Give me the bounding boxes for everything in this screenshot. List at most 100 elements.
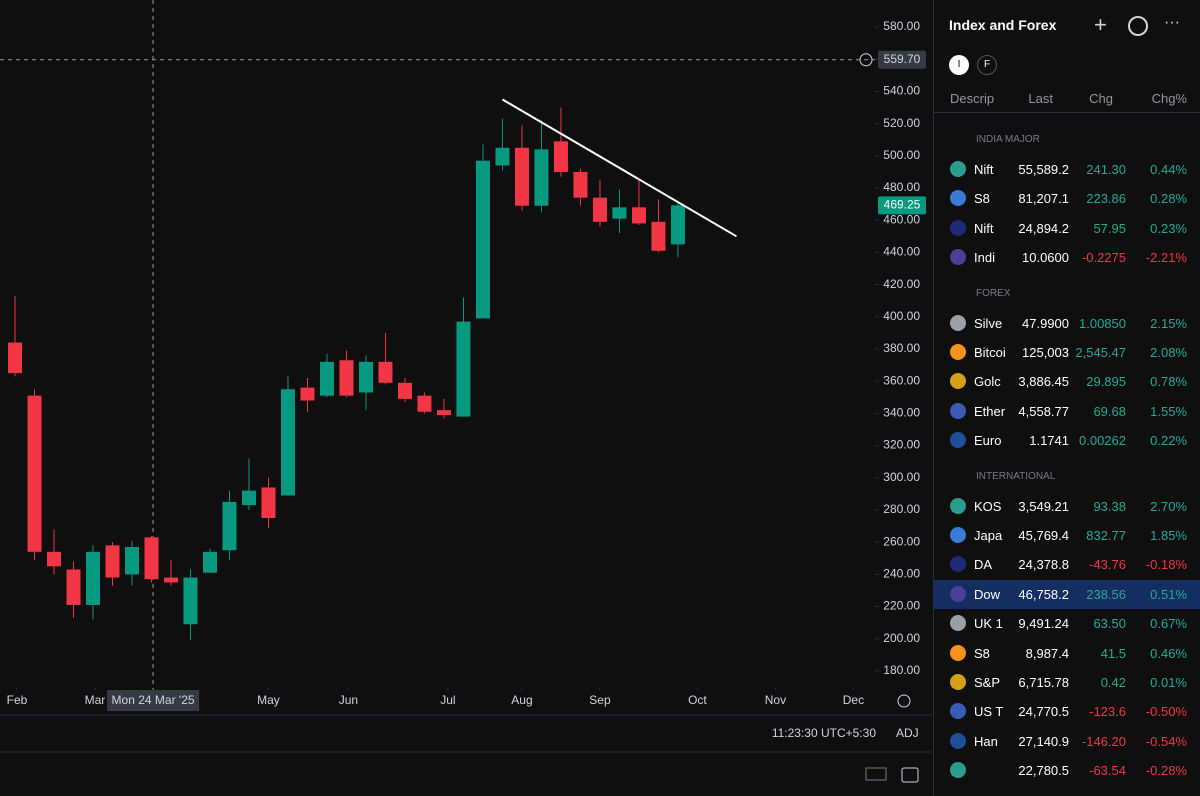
watchlist-title[interactable]: Index and Forex	[949, 17, 1057, 33]
adj-button[interactable]: ADJ	[896, 726, 919, 740]
tab[interactable]: F	[977, 55, 997, 75]
cell-last: 27,140.9	[1018, 733, 1069, 749]
cell-chg: 2,545.47	[1075, 345, 1126, 360]
settings-icon[interactable]	[897, 694, 911, 708]
candle-body	[300, 387, 315, 401]
pie-icon[interactable]	[1128, 16, 1148, 36]
clock[interactable]: 11:23:30 UTC+5:30	[772, 726, 877, 740]
add-alert-icon	[859, 53, 873, 67]
candle-body	[144, 537, 159, 580]
crosshair-date-label: Mon 24 Mar '25	[112, 693, 195, 707]
watchlist-row[interactable]: Bitcoi 125,003 2,545.47 2.08%	[934, 338, 1200, 367]
add-icon[interactable]: +	[1094, 12, 1107, 37]
symbol-icon	[950, 249, 966, 266]
watchlist-row[interactable]: US T 24,770.5 -123.6 -0.50%	[934, 697, 1200, 726]
x-tick-label: Oct	[688, 693, 707, 707]
y-tick-label: 480.00	[883, 180, 920, 194]
cell-name: Nift	[974, 162, 994, 177]
cell-chg-pct: -2.21%	[1145, 250, 1187, 266]
x-tick-label: Aug	[511, 693, 532, 707]
column-header[interactable]: Last	[1028, 91, 1053, 106]
candle-body	[495, 147, 510, 166]
column-header[interactable]: Chg%	[1151, 91, 1187, 106]
cell-name: DA	[974, 557, 993, 573]
cell-chg-pct: 0.28%	[1150, 191, 1187, 207]
cell-chg: 0.42	[1100, 675, 1126, 690]
y-tick-label: 420.00	[883, 277, 920, 291]
crosshair-date-badge	[107, 690, 200, 711]
candle-body	[66, 569, 81, 605]
watchlist-row[interactable]: Silve 47.9900 1.00850 2.15%	[934, 309, 1200, 338]
symbol-icon	[950, 314, 966, 331]
section-title[interactable]: INDIA MAJOR	[976, 134, 1040, 145]
minimize-icon[interactable]	[865, 767, 887, 781]
candle-body	[183, 577, 198, 625]
watchlist-row[interactable]: Han 27,140.9 -146.20 -0.54%	[934, 727, 1200, 756]
cell-last: 9,491.24	[1018, 616, 1069, 632]
x-tick-label: Sep	[589, 693, 611, 707]
watchlist-row[interactable]: Dow 46,758.2 238.56 0.51%	[934, 579, 1200, 609]
cell-name: S8	[974, 645, 990, 661]
y-tick-label: 460.00	[883, 212, 920, 226]
cell-name: Indi	[974, 250, 995, 266]
cell-last: 47.9900	[1022, 315, 1069, 331]
section-title[interactable]: INTERNATIONAL	[976, 470, 1056, 482]
candle-body	[358, 361, 373, 393]
cell-last: 3,886.45	[1018, 374, 1069, 390]
y-tick-label: 380.00	[883, 341, 920, 355]
watchlist-row[interactable]: S8 8,987.4 41.5 0.46%	[934, 639, 1200, 668]
tab[interactable]: I	[949, 55, 969, 75]
cell-chg-pct: -0.28%	[1145, 763, 1187, 779]
x-tick-label: Mar	[85, 693, 106, 707]
y-tick-label: 580.00	[883, 19, 920, 33]
symbol-icon	[950, 556, 966, 573]
watchlist-row[interactable]: 22,780.5 -63.54 -0.28%	[934, 756, 1200, 785]
cell-chg-pct: 0.01%	[1150, 675, 1187, 690]
cell-chg: -43.76	[1089, 557, 1126, 573]
cell-chg: 1.00850	[1079, 315, 1126, 331]
watchlist-row[interactable]: Nift 55,589.2 241.30 0.44%	[934, 155, 1200, 184]
cell-last: 22,780.5	[1018, 763, 1069, 779]
more-icon[interactable]: ···	[1164, 14, 1180, 31]
cell-chg-pct: 0.46%	[1150, 645, 1187, 661]
x-tick-label: May	[257, 693, 280, 707]
watchlist-row[interactable]: Euro 1.1741 0.00262 0.22%	[934, 426, 1200, 455]
watchlist-row[interactable]: DA 24,378.8 -43.76 -0.18%	[934, 550, 1200, 579]
cell-chg-pct: 0.78%	[1150, 374, 1187, 390]
watchlist-row[interactable]: S8 81,207.1 223.86 0.28%	[934, 184, 1200, 213]
x-tick-label: Feb	[7, 693, 28, 707]
cell-chg: 41.5	[1100, 645, 1126, 661]
y-tick-label: 220.00	[883, 599, 920, 613]
candle-body	[105, 545, 120, 578]
column-header[interactable]: Descrip	[950, 91, 995, 106]
cell-name: Dow	[974, 586, 1001, 602]
cell-name: Japa	[974, 528, 1003, 543]
candle-body	[241, 490, 256, 506]
candle-body	[475, 160, 490, 319]
cell-chg-pct: 1.85%	[1150, 528, 1187, 543]
watchlist-row[interactable]: KOS 3,549.21 93.38 2.70%	[934, 492, 1200, 521]
candle-body	[553, 141, 568, 172]
column-header[interactable]: Chg	[1089, 91, 1113, 106]
cell-chg: 238.56	[1086, 586, 1126, 602]
watchlist-row[interactable]: Golc 3,886.45 29.895 0.78%	[934, 367, 1200, 396]
cell-chg-pct: 0.44%	[1150, 162, 1187, 177]
symbol-icon	[950, 432, 966, 449]
watchlist-row[interactable]: Indi 10.0600 -0.2275 -2.21%	[934, 243, 1200, 272]
section-title[interactable]: FOREX	[976, 287, 1011, 299]
symbol-icon	[950, 219, 966, 236]
watchlist-row[interactable]: S&P 6,715.78 0.42 0.01%	[934, 668, 1200, 697]
candle-body	[378, 361, 393, 383]
watchlist-row[interactable]: Ether 4,558.77 69.68 1.55%	[934, 397, 1200, 426]
x-tick-label: Nov	[765, 693, 786, 707]
watchlist-row[interactable]: UK 1 9,491.24 63.50 0.67%	[934, 609, 1200, 638]
cell-chg: -123.6	[1089, 704, 1126, 720]
watchlist-row[interactable]: Japa 45,769.4 832.77 1.85%	[934, 521, 1200, 550]
cell-chg: -0.2275	[1081, 250, 1126, 266]
maximize-icon[interactable]	[901, 767, 919, 783]
watchlist-row[interactable]: Nift 24,894.2 57.95 0.23%	[934, 214, 1200, 243]
cell-name: S&P	[974, 675, 1001, 690]
y-tick-label: 260.00	[883, 534, 920, 548]
candle-body	[280, 389, 295, 496]
cell-chg: 832.77	[1086, 528, 1126, 543]
